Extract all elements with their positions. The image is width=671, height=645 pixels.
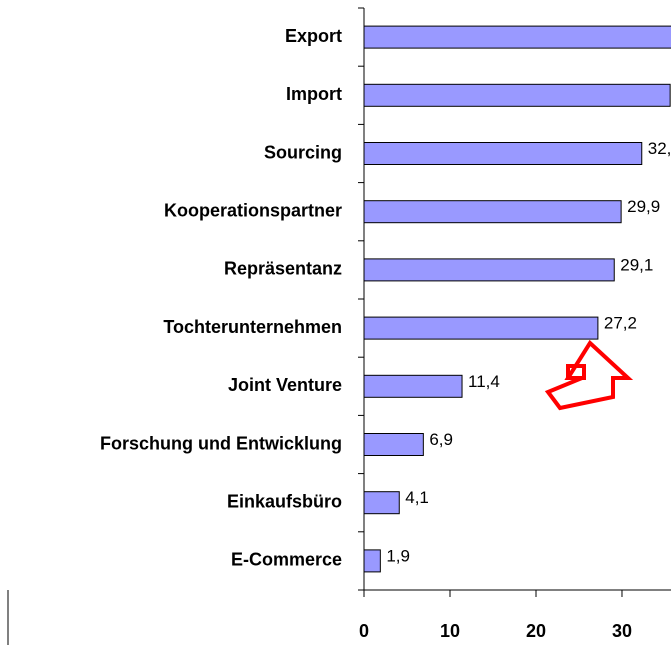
value-label: 27,2 — [604, 314, 637, 333]
value-label: 11,4 — [468, 372, 500, 391]
y-tick-label: Sourcing — [264, 142, 342, 162]
bar — [363, 142, 643, 165]
bar — [363, 374, 463, 398]
y-tick-label: Tochterunternehmen — [163, 317, 342, 337]
y-tick-label: Joint Venture — [228, 375, 342, 395]
x-tick-label: 10 — [440, 621, 460, 641]
x-tick-label: 0 — [359, 621, 369, 641]
x-tick-label: 30 — [612, 621, 632, 641]
y-tick-label: E-Commerce — [231, 550, 342, 570]
y-tick-label: Repräsentanz — [224, 259, 342, 279]
value-label: 29,1 — [620, 255, 653, 274]
bar — [363, 25, 671, 49]
value-label: 29,9 — [627, 197, 660, 216]
value-label: 32,3 — [648, 139, 671, 158]
y-tick-label: Forschung und Entwicklung — [100, 433, 342, 453]
bar — [363, 200, 622, 224]
y-tick-label: Import — [286, 84, 342, 104]
bar — [363, 433, 424, 456]
bar — [363, 316, 599, 340]
value-label: 1,9 — [386, 546, 410, 565]
value-label: 4,1 — [405, 488, 429, 507]
bar — [363, 491, 400, 515]
bar — [363, 258, 615, 282]
arrow-annotation — [544, 339, 634, 411]
bar — [363, 549, 381, 573]
y-tick-label: Kooperationspartner — [164, 200, 342, 220]
bar — [363, 83, 671, 107]
value-label: 6,9 — [429, 430, 453, 449]
x-tick-label: 20 — [526, 621, 546, 641]
y-tick-label: Export — [285, 26, 342, 46]
y-tick-label: Einkaufsbüro — [227, 491, 342, 511]
